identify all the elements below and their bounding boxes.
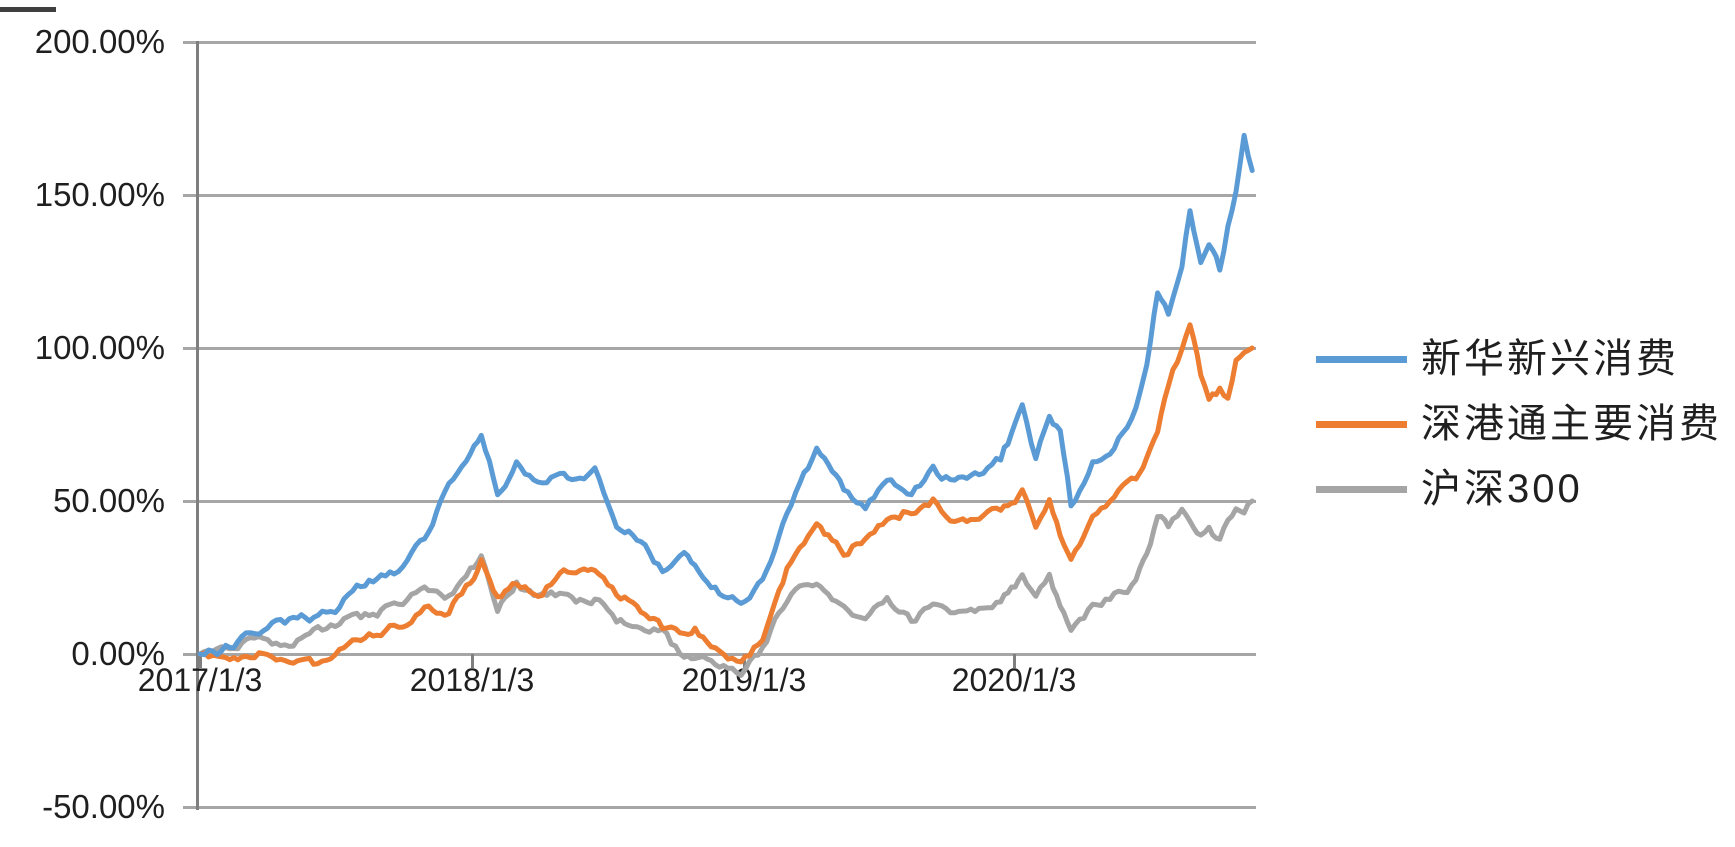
legend-line-swatch-blue <box>1316 355 1407 363</box>
gridline-50 <box>183 500 1256 503</box>
legend-label: 深港通主要消费 <box>1421 402 1722 446</box>
legend-label: 新华新兴消费 <box>1421 337 1679 381</box>
series-line-3 <box>197 498 1255 678</box>
gridline-100 <box>183 347 1256 350</box>
y-axis-label: 150.00% <box>34 176 165 213</box>
series-line-1 <box>197 132 1255 658</box>
gridline-200 <box>183 41 1256 44</box>
x-axis-label: 2017/1/3 <box>137 662 263 698</box>
x-axis-label: 2020/1/3 <box>951 662 1077 698</box>
gridline-150 <box>183 194 1256 197</box>
legend-line-swatch-gray <box>1316 485 1407 493</box>
legend: 新华新兴消费 深港通主要消费 沪深300 <box>1316 337 1722 532</box>
legend-line-swatch-orange <box>1316 420 1407 428</box>
corner-artifact <box>0 7 56 12</box>
gridline-neg50 <box>183 806 1256 809</box>
x-tick-2017 <box>199 654 202 668</box>
legend-item: 沪深300 <box>1316 467 1722 511</box>
series-line-2 <box>197 322 1255 667</box>
x-tick-2018 <box>471 654 474 668</box>
gridline-0 <box>183 653 1256 656</box>
legend-label: 沪深300 <box>1421 467 1583 511</box>
y-axis-label: -50.00% <box>42 788 165 825</box>
legend-item: 深港通主要消费 <box>1316 402 1722 446</box>
x-axis-label: 2018/1/3 <box>409 662 535 698</box>
x-tick-2020 <box>1013 654 1016 668</box>
y-axis-label: 200.00% <box>34 23 165 60</box>
y-axis-label: 50.00% <box>53 482 165 519</box>
y-axis-label: 100.00% <box>34 329 165 366</box>
legend-item: 新华新兴消费 <box>1316 337 1722 381</box>
y-axis-line <box>196 41 199 810</box>
y-axis-label: 0.00% <box>71 635 165 672</box>
